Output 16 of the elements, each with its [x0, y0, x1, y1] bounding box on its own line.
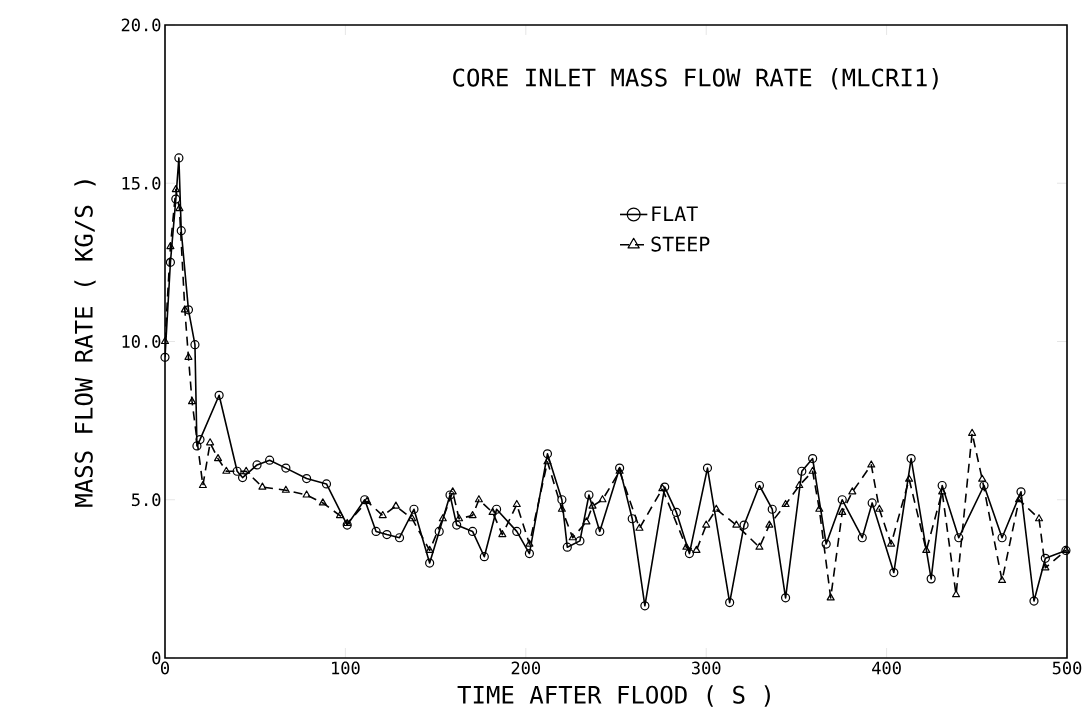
x-tick-label: 400 [872, 661, 901, 675]
x-tick-label: 300 [691, 661, 721, 675]
y-tick-label: 10.0 [122, 335, 161, 348]
legend-label: FLAT [652, 206, 698, 222]
legend-label: STEEP [651, 236, 710, 252]
y-tick-label: 20.0 [121, 18, 161, 32]
text: CORE INLET MASS FLOW RATE (MLCRI1) [453, 68, 938, 90]
x-axis-title: TIME AFTER FLOOD ( S ) [457, 685, 770, 707]
y-tick-label: 0 [152, 651, 161, 665]
y-tick-label: 5.0 [131, 493, 161, 507]
y-tick-label: 15.0 [122, 176, 161, 190]
x-tick-label: 100 [332, 661, 360, 675]
x-tick-label: 500 [1052, 661, 1082, 675]
y-axis-title: MASS FLOW RATE ( KG/S ) [74, 180, 96, 507]
x-tick-label: 200 [511, 661, 541, 675]
x-tick-label: 0 [160, 661, 170, 675]
